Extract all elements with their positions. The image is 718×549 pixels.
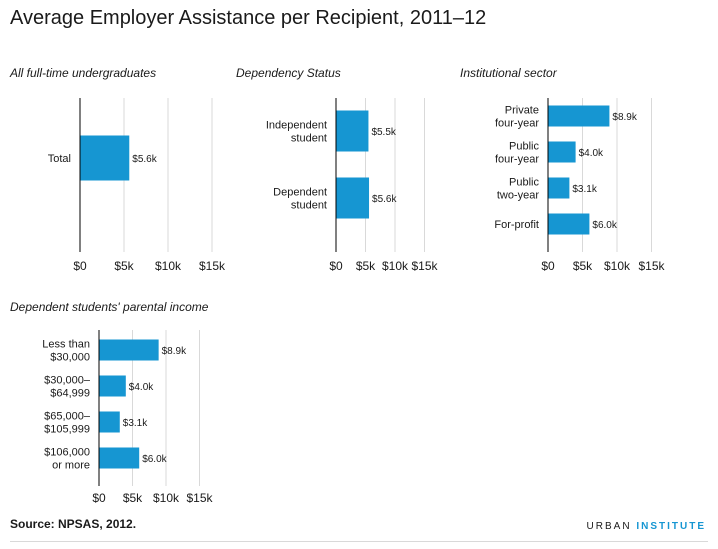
panel-title-dependency-status: Dependency Status	[236, 66, 341, 80]
data-label: $6.0k	[592, 220, 617, 231]
data-label: $8.9k	[162, 346, 187, 357]
bar	[336, 110, 369, 152]
category-label: Independent student	[266, 120, 327, 145]
x-tick-label: $5k	[114, 259, 134, 273]
data-label: $3.1k	[572, 184, 597, 195]
category-label: $106,000 or more	[44, 447, 90, 472]
category-label: Less than $30,000	[42, 339, 90, 364]
category-label: $65,000– $105,999	[44, 411, 91, 436]
data-label: $5.5k	[371, 127, 396, 138]
brand-word-institute: INSTITUTE	[636, 521, 706, 532]
footer-divider	[10, 541, 708, 542]
x-tick-label: $0	[329, 259, 343, 273]
x-tick-label: $5k	[123, 491, 143, 505]
brand-word-urban: URBAN	[586, 521, 632, 532]
category-label: Private four-year	[495, 105, 539, 130]
data-label: $8.9k	[612, 112, 637, 123]
x-tick-label: $10k	[604, 259, 631, 273]
x-tick-label: $15k	[199, 259, 226, 273]
source-note: Source: NPSAS, 2012.	[10, 517, 137, 531]
page-title: Average Employer Assistance per Recipien…	[10, 7, 487, 29]
data-label: $4.0k	[579, 148, 604, 159]
panel-title-institutional-sector: Institutional sector	[460, 66, 557, 80]
bar	[99, 375, 126, 397]
panel-title-all-undergrads: All full-time undergraduates	[10, 66, 157, 80]
category-label: $30,000– $64,999	[44, 375, 91, 400]
category-label: Public four-year	[495, 141, 540, 166]
brand-logo: URBAN INSTITUTE	[587, 521, 706, 532]
x-tick-label: $0	[73, 259, 87, 273]
x-tick-label: $10k	[153, 491, 180, 505]
data-label: $4.0k	[129, 382, 154, 393]
bar	[548, 177, 570, 199]
bar	[548, 213, 590, 235]
category-label: Dependent student	[273, 187, 327, 212]
category-label: Public two-year	[497, 177, 540, 202]
x-tick-label: $5k	[356, 259, 376, 273]
bar	[80, 135, 130, 181]
category-label: For-profit	[494, 219, 539, 231]
bar	[548, 105, 610, 127]
bar	[99, 447, 140, 469]
x-tick-label: $0	[92, 491, 106, 505]
x-tick-label: $15k	[411, 259, 438, 273]
x-tick-label: $15k	[638, 259, 665, 273]
x-tick-label: $15k	[186, 491, 213, 505]
bar	[99, 339, 159, 361]
x-tick-label: $0	[541, 259, 555, 273]
bar	[548, 141, 576, 163]
data-label: $3.1k	[123, 418, 148, 429]
x-tick-label: $10k	[382, 259, 409, 273]
data-label: $5.6k	[372, 194, 397, 205]
data-label: $5.6k	[132, 154, 157, 165]
data-label: $6.0k	[142, 454, 167, 465]
panel-title-parental-income: Dependent students' parental income	[10, 300, 209, 314]
bar	[99, 411, 120, 433]
x-tick-label: $10k	[155, 259, 182, 273]
category-label: Total	[48, 153, 71, 165]
x-tick-label: $5k	[573, 259, 593, 273]
bar	[336, 177, 370, 219]
